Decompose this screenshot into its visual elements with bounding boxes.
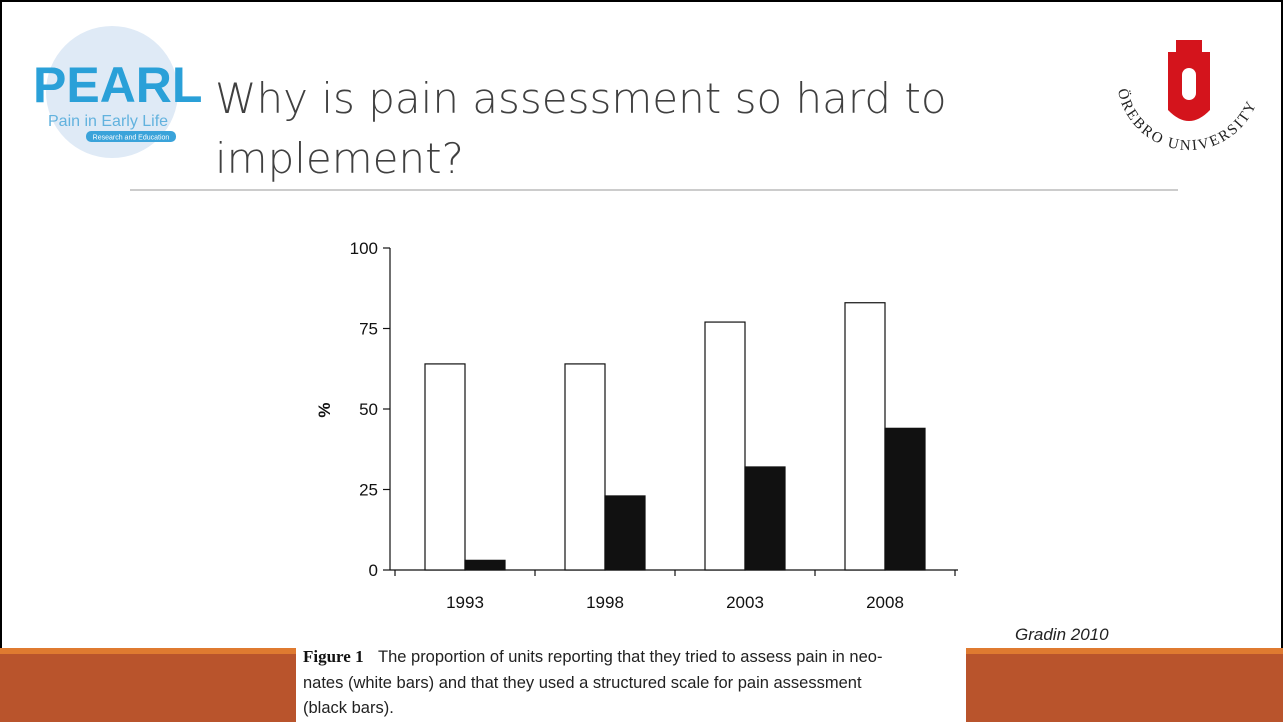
caption-line: (black bars). (303, 699, 394, 717)
caption-line: nates (white bars) and that they used a … (303, 674, 862, 692)
caption-label: Figure 1 (303, 647, 364, 666)
logo-circle (46, 26, 178, 158)
bar (604, 495, 646, 571)
y-tick-label: 0 (369, 561, 378, 580)
x-tick-label: 1993 (446, 593, 484, 612)
bar (844, 302, 886, 571)
bar (884, 427, 926, 571)
chart: 0 25 50 75 100% 1993 1998 2003 2008 (315, 239, 958, 612)
y-tick-label: 50 (359, 400, 378, 419)
bar (564, 363, 606, 571)
bar (704, 321, 746, 571)
shield-crown (1176, 40, 1202, 52)
logo-name: PEARL (33, 57, 202, 113)
title-line: implement? (215, 134, 464, 183)
logo-badge (86, 131, 176, 142)
logo-tagline: Pain in Early Life (48, 113, 168, 130)
x-tick-label: 2003 (726, 593, 764, 612)
caption-line: The proportion of units reporting that t… (378, 648, 882, 666)
logo-badge-text: Research and Education (93, 135, 170, 142)
x-tick-label: 2008 (866, 593, 904, 612)
bar (464, 559, 506, 571)
bar (744, 466, 786, 571)
x-tick-label: 1998 (586, 593, 624, 612)
bar (424, 363, 466, 571)
citation: Gradin 2010 (1015, 625, 1109, 644)
y-tick-label: 100 (350, 239, 378, 258)
y-tick-label: 25 (359, 481, 378, 500)
title-line: Why is pain assessment so hard to (215, 74, 947, 123)
shield-mark (1182, 68, 1196, 100)
y-tick-label: 75 (359, 320, 378, 339)
caption-box (296, 636, 966, 722)
y-axis-label: % (315, 402, 334, 417)
